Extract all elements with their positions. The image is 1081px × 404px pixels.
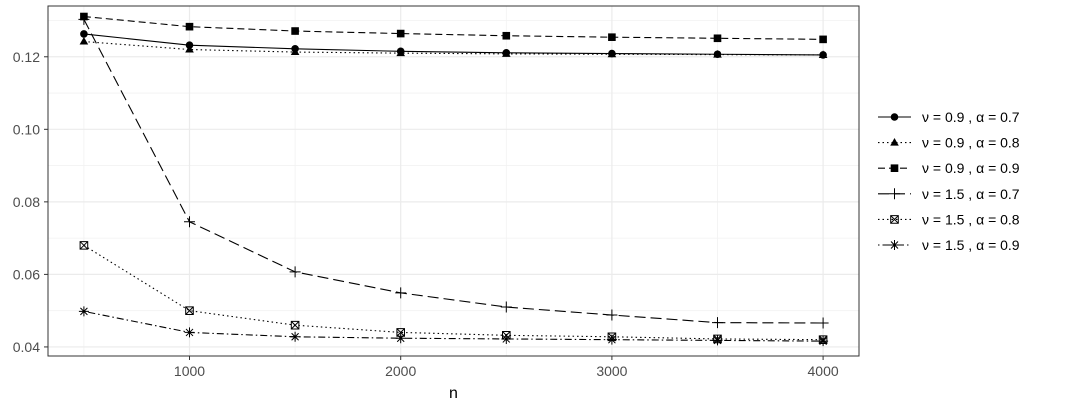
- legend-item: ν = 0.9 , α = 0.9: [878, 160, 1020, 176]
- x-tick-label: 2000: [385, 363, 416, 379]
- legend-item: ν = 1.5 , α = 0.8: [878, 211, 1020, 227]
- data-point: [817, 317, 829, 329]
- legend-label: ν = 0.9 , α = 0.8: [922, 135, 1020, 151]
- legend-item: ν = 1.5 , α = 0.9: [878, 237, 1020, 253]
- legend-label: ν = 0.9 , α = 0.7: [922, 109, 1020, 125]
- data-point: [184, 327, 195, 338]
- data-point: [501, 333, 512, 344]
- x-tick-label: 4000: [808, 363, 839, 379]
- y-tick-label: 0.08: [13, 194, 40, 210]
- y-tick-label: 0.06: [13, 266, 40, 282]
- data-point: [184, 216, 196, 228]
- data-point: [501, 49, 511, 57]
- data-point: [818, 336, 829, 347]
- data-point: [713, 50, 722, 58]
- data-point: [500, 301, 512, 313]
- data-point: [185, 22, 194, 31]
- data-point: [608, 33, 616, 41]
- legend: ν = 0.9 , α = 0.7 ν = 0.9 , α = 0.8 ν = 0.…: [878, 109, 1020, 253]
- y-tick-label: 0.12: [13, 49, 40, 65]
- series-line: [83, 310, 824, 342]
- data-point: [185, 306, 194, 315]
- data-point: [606, 309, 618, 321]
- series-line: [83, 15, 824, 40]
- series-line: [83, 244, 824, 341]
- series-layer: [78, 12, 829, 347]
- legend-item: ν = 0.9 , α = 0.7: [878, 109, 1020, 125]
- legend-label: ν = 1.5 , α = 0.7: [922, 186, 1020, 202]
- legend-marker: [890, 164, 899, 172]
- data-point: [78, 306, 89, 317]
- legend-marker: [889, 240, 900, 250]
- data-point: [607, 49, 617, 58]
- series-6: [78, 306, 829, 347]
- panel-border: [47, 5, 860, 357]
- x-tick-label: 3000: [596, 363, 627, 379]
- series-2: [79, 36, 828, 58]
- data-point: [395, 333, 406, 344]
- data-point: [289, 266, 301, 278]
- legend-marker: [890, 215, 899, 224]
- legend-item: ν = 0.9 , α = 0.8: [878, 135, 1020, 151]
- data-point: [502, 31, 511, 40]
- data-point: [80, 30, 88, 38]
- data-point: [290, 320, 300, 330]
- legend-label: ν = 1.5 , α = 0.8: [922, 211, 1020, 227]
- data-point: [78, 13, 90, 25]
- data-point: [711, 317, 723, 329]
- data-point: [396, 48, 406, 57]
- x-tick-label: 1000: [174, 363, 205, 379]
- data-point: [290, 331, 301, 342]
- data-point: [713, 34, 722, 43]
- y-tick-label: 0.10: [13, 121, 40, 137]
- data-point: [291, 27, 299, 35]
- legend-label: ν = 1.5 , α = 0.9: [922, 237, 1020, 253]
- data-point: [395, 287, 407, 299]
- data-point: [79, 241, 89, 250]
- data-point: [606, 334, 617, 345]
- legend-item: ν = 1.5 , α = 0.7: [878, 186, 1020, 202]
- series-line: [83, 33, 824, 56]
- data-point: [290, 47, 300, 56]
- data-point: [818, 50, 828, 58]
- legend-label: ν = 0.9 , α = 0.9: [922, 160, 1020, 176]
- legend-marker: [890, 113, 899, 121]
- data-point: [396, 29, 405, 38]
- series-line: [83, 19, 824, 324]
- y-tick-label: 0.04: [13, 339, 40, 355]
- data-point: [712, 335, 723, 346]
- legend-marker: [889, 188, 900, 200]
- data-point: [396, 328, 406, 337]
- series-line: [83, 40, 824, 56]
- data-point: [79, 36, 89, 45]
- series-4: [78, 13, 829, 329]
- data-point: [819, 35, 827, 44]
- legend-marker: [890, 138, 899, 146]
- axes: 1000 2000 3000 4000 0.04 0.06 0.08 0.10 0.12: [13, 49, 839, 379]
- x-axis-title: n: [449, 385, 458, 402]
- data-point: [185, 44, 194, 53]
